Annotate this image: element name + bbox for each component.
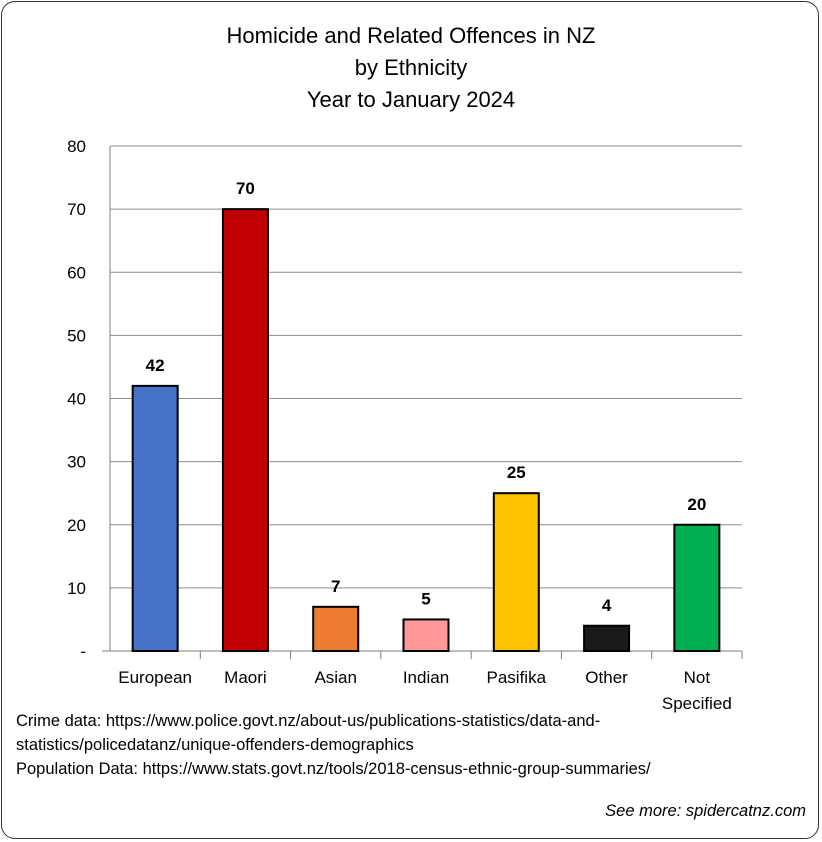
data-label: 5 [421,589,430,608]
data-label: 4 [602,596,612,615]
y-tick-label: 70 [67,200,86,219]
data-label: 25 [507,463,526,482]
source-notes: Crime data: https://www.police.govt.nz/a… [16,709,806,781]
chart-title: Homicide and Related Offences in NZ by E… [0,20,822,116]
bar-maori [221,208,269,652]
y-tick-label: 80 [67,137,86,156]
source-note-population: Population Data: https://www.stats.govt.… [16,760,651,778]
bar-chart: - 10 20 30 40 50 60 70 80 42 European 70 Maori 7 Asian… [67,137,743,713]
footer-credit: See more: spidercatnz.com [605,802,806,820]
y-tick-label: 20 [67,516,86,535]
y-tick-label: - [80,642,86,661]
x-tick-label: European [118,668,192,687]
data-label: 70 [236,179,255,198]
bar-indian [402,618,450,652]
y-tick-label: 50 [67,326,86,345]
chart-title-line-2: by Ethnicity [354,55,468,80]
y-tick-label: 40 [67,390,86,409]
bar-asian [312,605,360,652]
source-note-crime-2: statistics/policedatanz/unique-offenders… [16,736,414,754]
x-tick-label: Not Specified [662,668,732,713]
y-tick-label: 30 [67,453,86,472]
x-tick-label: Asian [314,668,357,687]
x-tick-label: Maori [224,668,267,687]
data-label: 20 [687,495,706,514]
x-tick-label: Other [585,668,628,687]
bar-pasifika [492,492,540,652]
y-tick-label: 10 [67,579,86,598]
bar-other [583,624,631,652]
chart-title-line-3: Year to January 2024 [306,87,516,112]
chart-title-line-1: Homicide and Related Offences in NZ [226,23,596,48]
x-tick-label: Pasifika [487,668,547,687]
data-label: 42 [146,356,165,375]
bar-not-specified [673,523,721,652]
y-tick-label: 60 [67,263,86,282]
source-note-crime-1: Crime data: https://www.police.govt.nz/a… [16,712,601,730]
x-tick-label: Indian [403,668,449,687]
data-label: 7 [331,577,340,596]
bar-european [131,384,179,652]
